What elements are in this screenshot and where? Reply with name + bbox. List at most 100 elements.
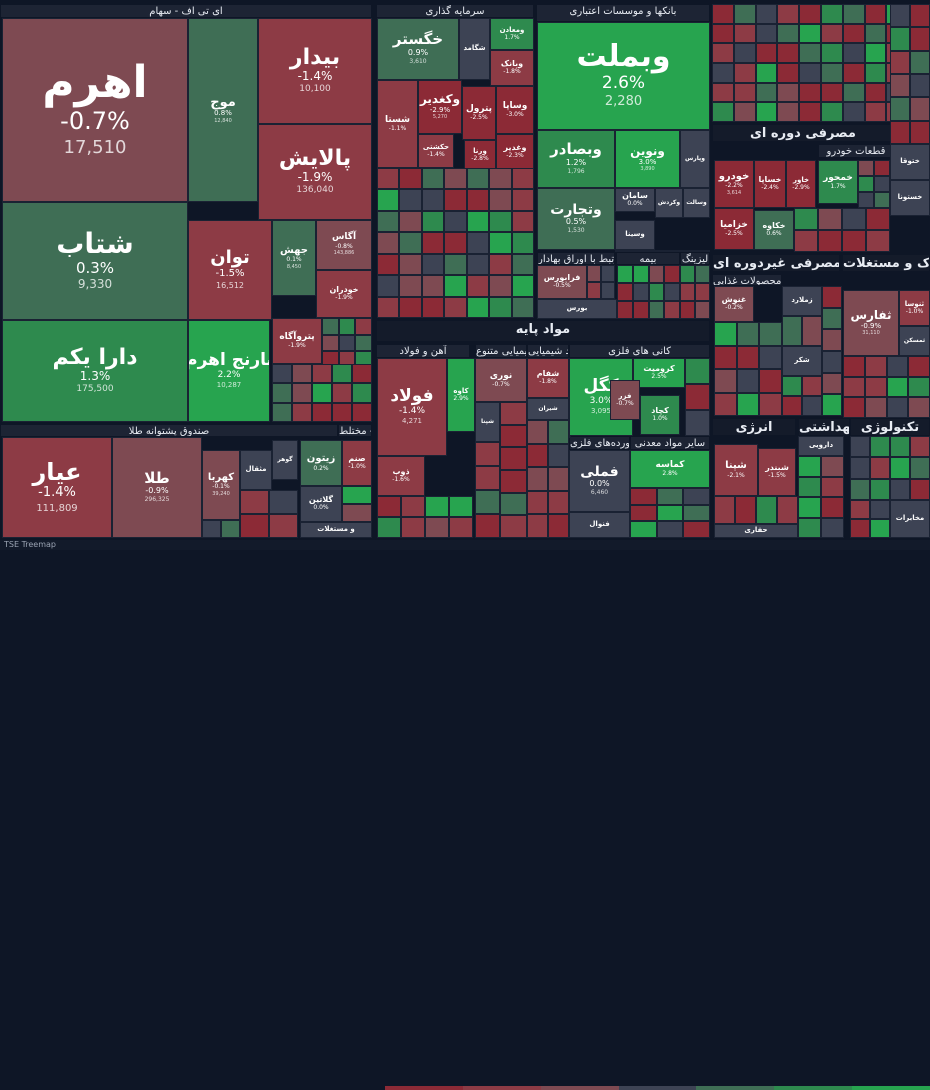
small-stock-tile[interactable] (352, 364, 372, 384)
small-stock-tile[interactable] (500, 402, 527, 425)
small-stock-tile[interactable] (874, 176, 890, 192)
small-stock-tile[interactable] (601, 282, 615, 299)
small-stock-tile[interactable] (822, 372, 842, 395)
small-stock-tile[interactable] (850, 500, 870, 519)
stock-tile[interactable]: شبندر -1.5% (758, 448, 796, 496)
small-stock-tile[interactable] (714, 345, 737, 369)
small-stock-tile[interactable] (864, 43, 887, 63)
small-stock-tile[interactable] (798, 476, 821, 497)
small-stock-tile[interactable] (421, 275, 445, 297)
small-stock-tile[interactable] (890, 74, 910, 98)
small-stock-tile[interactable] (870, 500, 890, 519)
small-stock-tile[interactable] (355, 318, 372, 335)
small-stock-tile[interactable] (332, 402, 352, 422)
small-stock-tile[interactable] (842, 102, 865, 122)
small-stock-tile[interactable] (648, 283, 665, 301)
small-stock-tile[interactable] (733, 102, 756, 122)
small-stock-tile[interactable] (425, 496, 449, 517)
stock-tile[interactable]: کهربا -0.1% 39,240 (202, 450, 240, 520)
stock-tile[interactable]: ختوقا (890, 144, 930, 180)
small-stock-tile[interactable] (683, 488, 710, 505)
small-stock-tile[interactable] (733, 82, 756, 103)
small-stock-tile[interactable] (712, 82, 734, 103)
stock-tile[interactable]: و مستغلات (300, 522, 372, 538)
small-stock-tile[interactable] (858, 160, 874, 176)
stock-tile[interactable]: گوهر (272, 440, 298, 480)
small-stock-tile[interactable] (421, 296, 445, 318)
small-stock-tile[interactable] (399, 296, 422, 318)
stock-tile[interactable]: شکر (782, 346, 822, 376)
small-stock-tile[interactable] (421, 232, 445, 254)
small-stock-tile[interactable] (890, 457, 910, 479)
small-stock-tile[interactable] (421, 168, 445, 190)
small-stock-tile[interactable] (821, 497, 844, 518)
small-stock-tile[interactable] (466, 232, 490, 254)
small-stock-tile[interactable] (401, 496, 425, 517)
small-stock-tile[interactable] (466, 296, 490, 318)
small-stock-tile[interactable] (777, 43, 800, 63)
small-stock-tile[interactable] (733, 23, 756, 44)
small-stock-tile[interactable] (821, 82, 843, 103)
stock-tile[interactable]: سامان 0.0% (615, 188, 655, 212)
stock-tile[interactable]: ثمسکن (899, 326, 930, 356)
small-stock-tile[interactable] (802, 316, 822, 346)
small-stock-tile[interactable] (759, 369, 782, 393)
small-stock-tile[interactable] (630, 521, 657, 538)
small-stock-tile[interactable] (712, 102, 734, 122)
stock-tile[interactable]: خودرو -2.2% 3,614 (714, 160, 754, 208)
stock-tile[interactable]: فولاد -1.4% 4,271 (377, 358, 447, 456)
small-stock-tile[interactable] (714, 496, 735, 524)
small-stock-tile[interactable] (736, 345, 760, 369)
stock-tile[interactable]: فرابورس -0.5% (537, 265, 587, 299)
small-stock-tile[interactable] (890, 120, 910, 144)
small-stock-tile[interactable] (680, 301, 695, 319)
small-stock-tile[interactable] (712, 23, 734, 44)
small-stock-tile[interactable] (870, 457, 890, 479)
small-stock-tile[interactable] (269, 490, 298, 514)
small-stock-tile[interactable] (799, 82, 821, 103)
small-stock-tile[interactable] (714, 322, 737, 346)
stock-tile[interactable]: حفاری (714, 524, 798, 538)
small-stock-tile[interactable] (617, 265, 633, 283)
small-stock-tile[interactable] (890, 436, 910, 458)
stock-tile[interactable]: نارنج اهرم 2.2% 10,287 (188, 320, 270, 422)
small-stock-tile[interactable] (714, 392, 737, 416)
stock-tile[interactable]: ورنا -2.8% (464, 140, 496, 170)
stock-tile[interactable]: شپنا -2.1% (714, 444, 758, 496)
small-stock-tile[interactable] (466, 253, 490, 276)
small-stock-tile[interactable] (500, 492, 527, 516)
small-stock-tile[interactable] (864, 376, 887, 398)
small-stock-tile[interactable] (342, 504, 372, 522)
small-stock-tile[interactable] (272, 383, 292, 403)
small-stock-tile[interactable] (843, 356, 865, 377)
small-stock-tile[interactable] (466, 275, 490, 297)
small-stock-tile[interactable] (874, 192, 890, 208)
small-stock-tile[interactable] (240, 514, 269, 538)
small-stock-tile[interactable] (755, 102, 778, 122)
small-stock-tile[interactable] (777, 23, 800, 44)
stock-tile[interactable]: ذوب -1.6% (377, 456, 425, 496)
stock-tile[interactable]: کرومیت 2.5% (633, 358, 685, 388)
stock-tile[interactable]: وغدیر -2.3% (496, 134, 534, 170)
stock-tile[interactable]: دارا یکم 1.3% 175,500 (2, 320, 188, 422)
small-stock-tile[interactable] (648, 301, 665, 319)
small-stock-tile[interactable] (798, 497, 821, 518)
small-stock-tile[interactable] (733, 43, 756, 63)
small-stock-tile[interactable] (511, 168, 534, 190)
small-stock-tile[interactable] (759, 392, 782, 416)
stock-tile[interactable]: کچاد 1.0% (640, 395, 680, 435)
small-stock-tile[interactable] (908, 376, 930, 398)
small-stock-tile[interactable] (630, 488, 657, 505)
stock-tile[interactable]: موج 0.8% 12,840 (188, 18, 258, 202)
small-stock-tile[interactable] (527, 443, 548, 468)
small-stock-tile[interactable] (910, 27, 930, 51)
small-stock-tile[interactable] (352, 383, 372, 403)
small-stock-tile[interactable] (890, 97, 910, 121)
small-stock-tile[interactable] (712, 43, 734, 63)
small-stock-tile[interactable] (733, 63, 756, 83)
small-stock-tile[interactable] (759, 322, 782, 346)
small-stock-tile[interactable] (821, 456, 844, 477)
small-stock-tile[interactable] (221, 520, 240, 538)
small-stock-tile[interactable] (864, 23, 887, 44)
small-stock-tile[interactable] (798, 517, 821, 538)
